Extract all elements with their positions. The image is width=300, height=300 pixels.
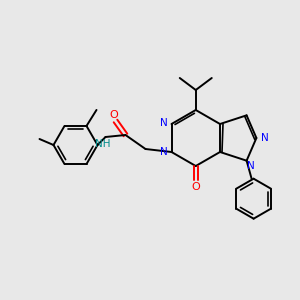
Text: N: N (160, 118, 167, 128)
Text: N: N (247, 161, 254, 171)
Text: O: O (109, 110, 118, 120)
Text: N: N (260, 133, 268, 143)
Text: N: N (160, 147, 167, 157)
Text: O: O (191, 182, 200, 192)
Text: NH: NH (95, 139, 110, 149)
